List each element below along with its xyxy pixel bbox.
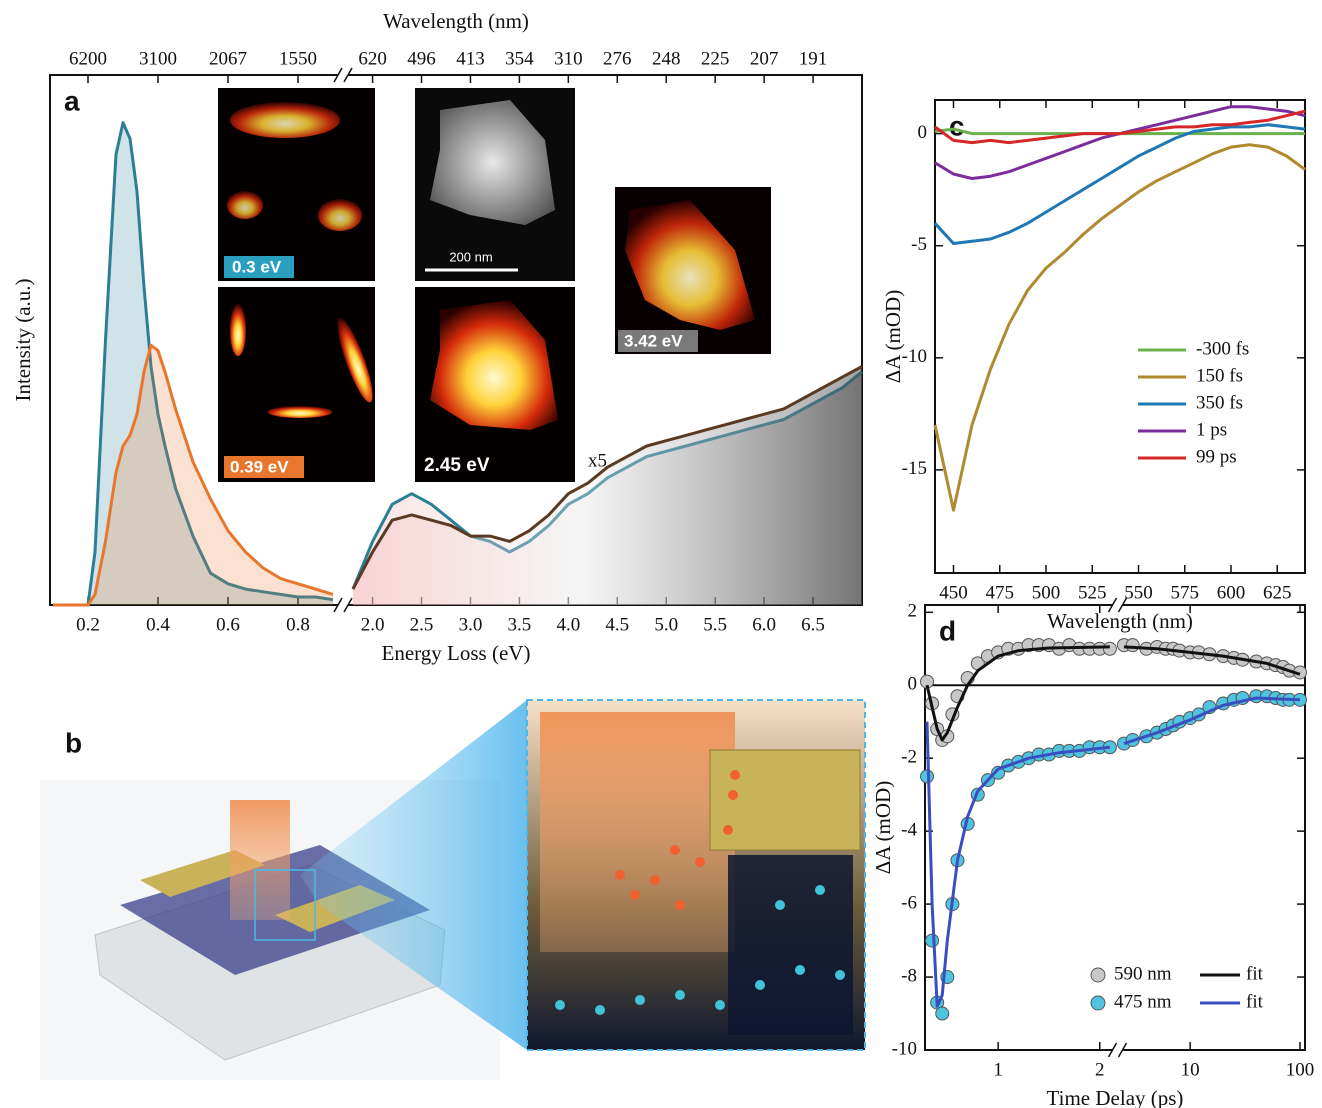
x2-tick-label: 276	[603, 48, 632, 69]
y-tick-label: -8	[901, 965, 917, 986]
y-tick-label: -15	[902, 458, 927, 479]
inset-label: 2.45 eV	[424, 455, 490, 476]
x-tick-label: 500	[1032, 582, 1061, 603]
legend-label: -300 fs	[1196, 338, 1249, 359]
zoom-beam	[540, 712, 735, 952]
x2-tick-label: 6200	[69, 48, 107, 69]
legend-label: fit	[1246, 991, 1264, 1012]
y-axis-title: ΔA (mOD)	[881, 290, 905, 383]
legend-label: 475 nm	[1114, 991, 1172, 1012]
data-point	[1103, 642, 1116, 655]
x2-tick-label: 354	[505, 48, 534, 69]
x-axis-title: Energy Loss (eV)	[382, 641, 531, 665]
x-tick-label: 575	[1171, 582, 1200, 603]
x-tick-label: 0.4	[146, 614, 170, 635]
x2-tick-label: 413	[456, 48, 485, 69]
inset-label: 0.3 eV	[232, 257, 282, 276]
inset-blob	[268, 406, 332, 418]
x-tick-label: 10	[1181, 1059, 1200, 1080]
x-tick-label: 450	[939, 582, 968, 603]
inset-blob	[318, 199, 362, 231]
x-axis-title: Time Delay (ps)	[1047, 1086, 1184, 1108]
inset-label: 0.39 eV	[230, 457, 289, 476]
x-tick-label: 0.6	[216, 614, 240, 635]
panel-label: c	[949, 110, 965, 141]
x-tick-label: 4.0	[556, 614, 580, 635]
x2-tick-label: 3100	[139, 48, 177, 69]
figure: a0.20.40.60.862003100206715502.02.53.03.…	[0, 0, 1322, 1108]
x-tick-label: 2	[1095, 1059, 1105, 1080]
panel-label: d	[939, 615, 956, 646]
y-tick-label: -5	[911, 234, 927, 255]
x-tick-label: 0.8	[286, 614, 310, 635]
x2-tick-label: 207	[750, 48, 779, 69]
x-tick-label: 4.5	[605, 614, 629, 635]
inset-blob	[230, 304, 246, 356]
x2-tick-label: 496	[407, 48, 436, 69]
x2-tick-label: 620	[358, 48, 387, 69]
panel-label: b	[65, 727, 82, 758]
inset-label: 3.42 eV	[624, 331, 683, 350]
legend-label: 99 ps	[1196, 446, 1237, 467]
y-tick-label: -6	[901, 892, 917, 913]
y-tick-label: -2	[901, 747, 917, 768]
zoom-electrode	[710, 750, 860, 850]
x-tick-label: 5.5	[703, 614, 727, 635]
data-point	[926, 934, 939, 947]
x-tick-label: 6.5	[801, 614, 825, 635]
x-tick-label: 100	[1286, 1059, 1315, 1080]
x-tick-label: 550	[1124, 582, 1153, 603]
x2-axis-title: Wavelength (nm)	[383, 9, 529, 33]
inset-blob	[230, 102, 340, 138]
data-line	[935, 125, 1305, 244]
x-tick-label: 0.2	[76, 614, 100, 635]
scale-bar-label: 200 nm	[449, 249, 492, 264]
panel-b: b	[40, 700, 865, 1080]
data-line	[935, 145, 1305, 510]
laser-beam	[230, 800, 290, 920]
legend-label: 1 ps	[1196, 419, 1227, 440]
y-tick-label: 2	[908, 601, 918, 622]
legend-marker	[1091, 996, 1105, 1010]
x2-tick-label: 191	[799, 48, 828, 69]
legend-label: 150 fs	[1196, 365, 1243, 386]
insets: 0.3 eV 0.39 eV 200 nm 2.45 eV 3.42 eV	[218, 88, 771, 482]
y-axis-title: Intensity (a.u.)	[11, 278, 35, 401]
x2-tick-label: 2067	[209, 48, 247, 69]
x2-tick-label: 310	[554, 48, 583, 69]
panel-label: a	[64, 85, 80, 116]
legend-label: 590 nm	[1114, 963, 1172, 984]
x-tick-label: 475	[986, 582, 1015, 603]
y-tick-label: -4	[901, 820, 917, 841]
inset-blob	[227, 191, 263, 219]
x-tick-label: 525	[1078, 582, 1107, 603]
data-point	[1126, 639, 1139, 652]
legend-marker	[1091, 968, 1105, 982]
x-tick-label: 3.0	[459, 614, 483, 635]
y-tick-label: -10	[892, 1038, 917, 1059]
x-tick-label: 3.5	[508, 614, 532, 635]
x-tick-label: 2.5	[410, 614, 434, 635]
y-axis-title: ΔA (mOD)	[871, 781, 895, 874]
x-tick-label: 625	[1263, 582, 1292, 603]
plot-frame	[935, 100, 1305, 573]
y-tick-label: 0	[908, 674, 918, 695]
legend-label: fit	[1246, 963, 1264, 984]
x2-tick-label: 1550	[279, 48, 317, 69]
x2-tick-label: 248	[652, 48, 681, 69]
y-tick-label: -10	[902, 346, 927, 367]
data-point	[936, 1007, 949, 1020]
x-tick-label: 1	[993, 1059, 1003, 1080]
x-axis-title: Wavelength (nm)	[1047, 609, 1193, 633]
x2-tick-label: 225	[701, 48, 730, 69]
y-tick-label: 0	[918, 122, 928, 143]
x-tick-label: 2.0	[361, 614, 385, 635]
x-tick-label: 600	[1217, 582, 1246, 603]
legend-label: 350 fs	[1196, 392, 1243, 413]
x-tick-label: 5.0	[654, 614, 678, 635]
x-tick-label: 6.0	[752, 614, 776, 635]
zoom-crystal	[728, 855, 853, 1035]
